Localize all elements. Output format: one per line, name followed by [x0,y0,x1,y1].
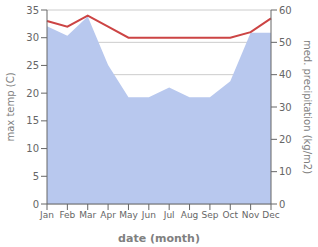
svg-text:Dec: Dec [262,210,279,220]
svg-text:Jun: Jun [141,210,156,220]
svg-text:Mar: Mar [79,210,96,220]
svg-text:20: 20 [26,88,39,99]
svg-text:May: May [119,210,138,220]
svg-text:35: 35 [26,5,39,16]
svg-text:Oct: Oct [222,210,238,220]
svg-text:5: 5 [33,171,39,182]
svg-text:Aug: Aug [181,210,199,220]
svg-text:15: 15 [26,115,39,126]
svg-text:Sep: Sep [201,210,218,220]
svg-text:10: 10 [279,166,292,177]
svg-text:20: 20 [279,134,292,145]
svg-text:Jan: Jan [39,210,54,220]
svg-text:50: 50 [279,37,292,48]
svg-text:40: 40 [279,69,292,80]
svg-text:10: 10 [26,143,39,154]
svg-text:30: 30 [26,32,39,43]
svg-text:60: 60 [279,5,292,16]
svg-text:date (month): date (month) [118,232,200,245]
svg-text:30: 30 [279,102,292,113]
svg-text:Nov: Nov [242,210,260,220]
svg-text:25: 25 [26,60,39,71]
svg-text:Jul: Jul [163,210,175,220]
svg-text:Feb: Feb [59,210,75,220]
svg-text:0: 0 [279,199,285,210]
svg-text:Apr: Apr [100,210,116,220]
svg-text:med. precipitation (kg/m2): med. precipitation (kg/m2) [302,40,310,174]
svg-text:max temp (C): max temp (C) [8,72,16,141]
svg-text:0: 0 [33,199,39,210]
